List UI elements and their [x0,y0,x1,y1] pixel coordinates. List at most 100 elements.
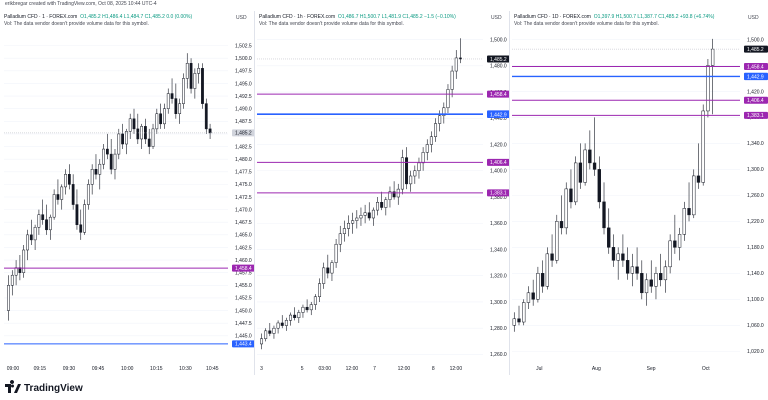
symbol-title[interactable]: Palladium CFD · 1 · FOREX.com [4,14,78,20]
candle [197,63,201,84]
candle-body [611,247,616,261]
candle [446,84,450,114]
candle-body [189,63,193,89]
price-level-tag [487,189,511,197]
candle [105,133,109,160]
candle-body [260,338,264,345]
x-tick-label: 09:15 [34,366,47,372]
price-level-tag [744,63,768,71]
candle [388,186,392,208]
candle-body [635,266,639,274]
candle-body [682,208,686,235]
chart-pane-1m[interactable]: Palladium CFD · 1 · FOREX.com O1,485.2 H… [0,11,256,375]
chart-pane-1d[interactable]: Palladium CFD · 1D · FOREX.com O1,397.9 … [510,11,768,375]
candlestick-chart-1h[interactable]: 1,260.0 1,280.0 1,300.0 1,320.0 1,340.0 1,360… [255,11,511,375]
candle [140,123,144,150]
chart-credit: erikbregar created with TradingView.com,… [5,1,157,7]
x-tick-label: 03:00 [319,366,332,372]
pane-divider[interactable] [509,11,510,375]
candle [94,154,98,180]
candle [338,225,342,253]
candle [14,260,18,286]
x-tick-label: Aug [592,366,601,372]
y-tick-label: 1,420.0 [747,89,764,95]
candle [128,113,132,139]
candle-body [297,312,301,318]
symbol-title[interactable]: Palladium CFD · 1D · FOREX.com [514,14,591,20]
candle-body [41,214,45,220]
candle [384,197,388,216]
candle-body [663,266,668,281]
candle [10,270,14,296]
candle-body [668,240,672,268]
candle [644,273,649,306]
candle [305,299,309,313]
candle-body [67,174,71,185]
candle [289,312,293,326]
candle-body [48,216,52,231]
candle [268,322,272,337]
candle-body [264,330,268,339]
candle [454,50,458,79]
candle [342,220,346,242]
candle-body [434,123,438,137]
candle [86,179,90,210]
candle [22,244,26,278]
y-tick-label: 1,467.5 [235,220,252,226]
candle-body [170,93,174,99]
candle [159,103,163,129]
symbol-title[interactable]: Palladium CFD · 1h · FOREX.com [259,14,336,20]
pane-divider[interactable] [254,11,255,375]
candle [701,104,705,186]
chart-pane-1h[interactable]: Palladium CFD · 1h · FOREX.com O1,486.7 … [255,11,511,375]
candle [98,159,102,190]
candle-body [159,113,163,125]
candle [376,197,380,216]
candle [396,183,400,205]
candle-body [280,322,284,326]
candle [578,143,583,189]
candle-body [79,224,83,233]
candlestick-chart-1m[interactable]: 1,445.0 1,447.5 1,450.0 1,452.5 1,455.0 1,457… [0,11,256,375]
y-tick-label: 1,495.0 [235,81,252,87]
candle [359,207,363,226]
candle-body [625,260,630,274]
candle [706,58,710,118]
candle-body [109,153,113,170]
x-tick-label: Oct [702,366,710,372]
candle-body [128,118,132,132]
candle [512,312,516,332]
candle [574,156,578,206]
candlestick-chart-1d[interactable]: 1,020.0 1,060.0 1,100.0 1,140.0 1,180.0 1,220… [510,11,768,375]
candle-body [640,273,644,294]
candle-body [588,149,592,164]
candle [588,130,592,170]
candle [189,58,193,94]
price-level-label: 1,458.4 [490,92,507,98]
candle-body [583,149,587,183]
candle-body [531,292,535,300]
candle [113,149,117,180]
candle-body [512,318,516,326]
candle-body [166,93,170,109]
candle-body [60,186,64,200]
last-price-tag [744,45,768,53]
y-tick-label: 1,300.0 [747,167,764,173]
candle [380,191,384,211]
price-level-label: 1,458.4 [747,64,764,70]
candle-body [174,98,178,114]
candle [663,260,668,293]
candle-body [322,267,326,284]
candle-body [22,249,26,273]
candle [347,215,351,237]
candle-body [450,70,454,90]
candle-body [421,152,425,164]
candle-body [400,157,404,190]
x-tick-label: 10:00 [121,366,134,372]
candle-body [545,253,550,287]
candle-body [309,304,313,311]
candle [592,117,597,176]
candle-body [185,63,189,79]
currency-label: USD [491,15,502,21]
candle [392,181,396,200]
